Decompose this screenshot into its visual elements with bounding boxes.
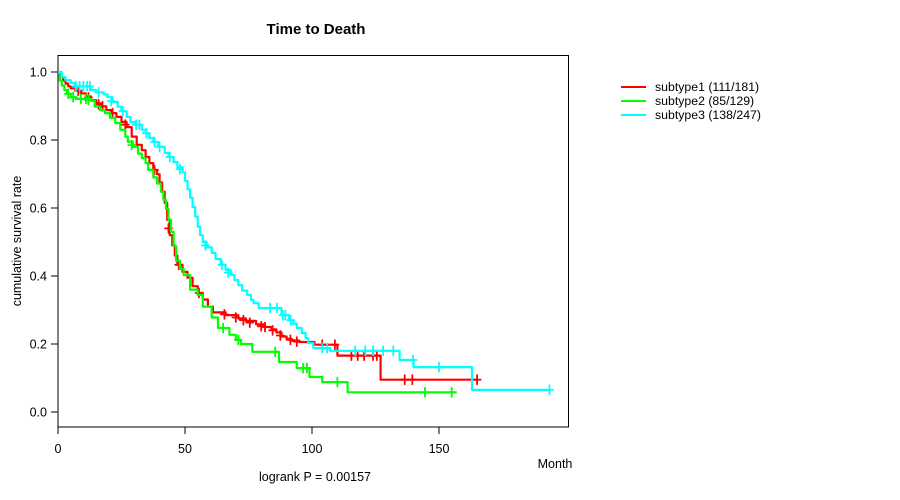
y-axis-label: cumulative survival rate [10,175,24,307]
y-tick-label: 0.8 [30,133,47,147]
survival-curve-subtype3 [58,70,551,391]
censor-marks-subtype3 [71,80,554,396]
legend-line-icon [621,99,646,103]
x-tick-label: 100 [302,442,323,456]
legend-entry: subtype1 (111/181) [621,80,761,94]
censor-marks-subtype1 [73,85,482,386]
legend-line-icon [621,113,646,117]
x-tick-label: 0 [55,442,62,456]
y-tick-label: 0.4 [30,269,47,283]
legend-entry: subtype3 (138/247) [621,108,761,122]
y-tick-label: 0.2 [30,337,47,351]
chart-title: Time to Death [266,21,366,38]
legend-label: subtype2 (85/129) [655,94,755,108]
legend-line-icon [621,85,646,89]
censor-marks-subtype2 [63,88,457,398]
y-axis: 0.0 0.2 0.4 0.6 0.8 1.0 [30,65,58,419]
x-axis: 0 50 100 150 [55,427,450,456]
x-tick-label: 50 [178,442,192,456]
survival-curve-subtype1 [58,70,478,381]
legend-entry: subtype2 (85/129) [621,94,761,108]
legend: subtype1 (111/181) subtype2 (85/129) subty… [621,80,761,122]
x-axis-label: Month [537,457,573,471]
logrank-footnote: logrank P = 0.00157 [258,470,372,484]
legend-label: subtype1 (111/181) [655,80,760,94]
y-tick-label: 1.0 [30,65,47,79]
y-tick-label: 0.0 [30,405,47,419]
legend-label: subtype3 (138/247) [655,108,761,122]
survival-curve-subtype2 [58,70,457,394]
x-tick-label: 150 [429,442,450,456]
y-tick-label: 0.6 [30,201,47,215]
plot-box [57,55,569,428]
